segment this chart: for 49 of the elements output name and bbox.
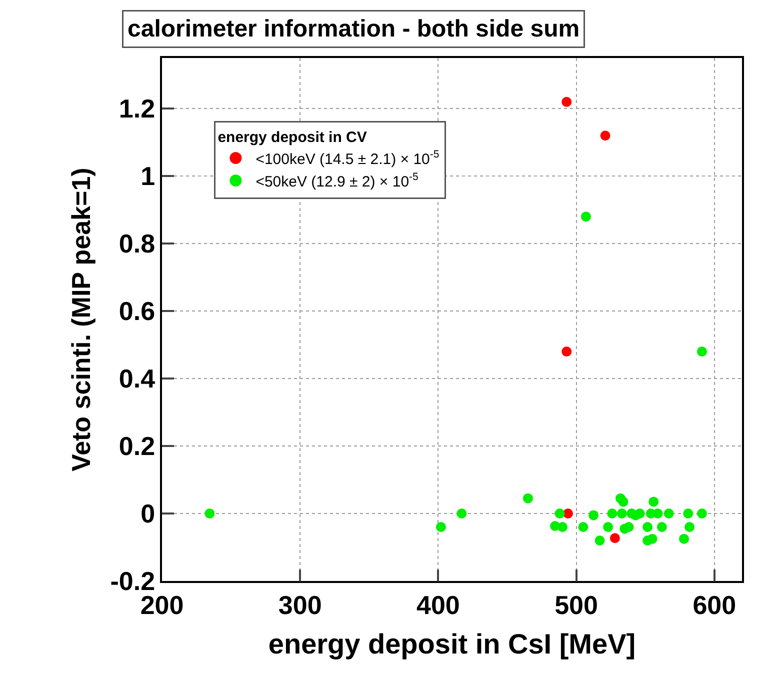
point: [204, 508, 215, 519]
y-tick-label: 0.2: [118, 431, 156, 462]
legend-title: energy deposit in CV: [218, 128, 367, 146]
point: [563, 508, 573, 519]
chart-title: calorimeter information - both side sum: [128, 16, 580, 42]
x-axis-title: energy deposit in CsI [MeV]: [268, 628, 636, 660]
point: [616, 508, 627, 519]
point: [436, 522, 446, 532]
x-tick-label: 400: [416, 590, 460, 620]
point: [679, 534, 689, 544]
y-axis-title: Veto scinti. (MIP peak=1): [66, 168, 96, 472]
point: [696, 508, 707, 519]
point: [664, 508, 674, 519]
point: [624, 522, 634, 532]
point: [603, 522, 614, 532]
y-tick-label: 1: [140, 161, 156, 192]
point: [696, 346, 707, 357]
point: [562, 96, 572, 107]
y-tick-label: 0: [140, 498, 156, 529]
point: [522, 493, 533, 504]
point: [588, 510, 599, 520]
point: [634, 508, 645, 519]
point: [557, 522, 568, 532]
legend-label: <100keV (14.5 ± 2.1) × 10$^{-5}$: [256, 148, 440, 168]
legend-label: <50keV (12.9 ± 2) × 10$^{-5}$: [256, 171, 419, 190]
y-tick-label: 0.4: [118, 364, 156, 394]
point: [656, 522, 667, 532]
point: [607, 508, 618, 519]
point: [648, 496, 659, 507]
x-tick-label: 300: [278, 590, 322, 620]
point: [554, 508, 565, 519]
point: [647, 534, 658, 544]
point: [456, 508, 467, 519]
point: [652, 508, 663, 519]
x-tick-label: 600: [692, 590, 736, 620]
point: [600, 130, 610, 141]
point: [683, 508, 694, 519]
x-tick-label: 500: [554, 590, 598, 620]
point: [580, 212, 591, 222]
point: [594, 536, 605, 546]
y-tick-label: 1.2: [118, 94, 156, 124]
point: [618, 496, 628, 507]
point: [610, 533, 620, 544]
point: [642, 522, 653, 532]
point: [684, 522, 695, 532]
y-tick-label: 0.8: [118, 228, 156, 259]
y-tick-label: 0.6: [118, 296, 156, 326]
point: [578, 522, 588, 532]
point: [562, 346, 572, 357]
